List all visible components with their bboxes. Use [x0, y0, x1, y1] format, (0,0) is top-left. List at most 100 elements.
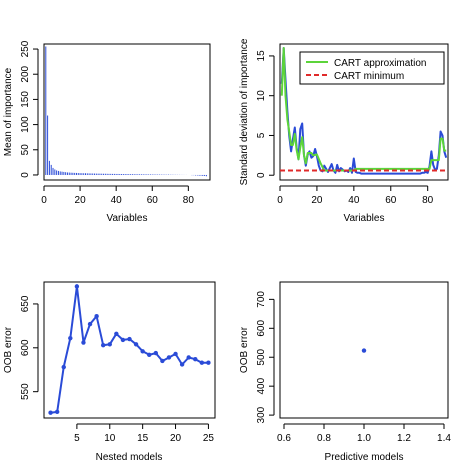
y-tick-label: 100 [20, 116, 31, 133]
x-tick-label: 0.6 [277, 433, 291, 444]
x-tick-label: 80 [422, 195, 434, 206]
panel-predictive-models: 0.6 0.8 1.0 1.2 1.4 300 400 500 600 700 Predicti… [239, 281, 451, 463]
y-axis-title: Standard deviation of importance [239, 38, 250, 185]
point [193, 357, 198, 362]
point [87, 321, 93, 327]
point [74, 284, 80, 289]
y-tick-label: 550 [20, 383, 31, 400]
point [61, 364, 66, 370]
point [120, 337, 126, 343]
legend: CART approximation CART minimum [299, 51, 445, 85]
y-axis: 550 600 650 [20, 295, 39, 400]
point [133, 342, 139, 347]
point [127, 336, 132, 342]
y-tick-label: 0 [20, 172, 31, 178]
y-tick-label: 600 [20, 339, 31, 356]
x-tick-label: 80 [183, 195, 195, 206]
y-tick-label: 300 [256, 406, 267, 423]
y-tick-label: 5 [256, 132, 267, 138]
plot-box [43, 43, 211, 181]
series-line [48, 284, 211, 415]
y-tick-label: 250 [20, 40, 31, 57]
point [199, 360, 205, 365]
series-line-0 [280, 47, 448, 175]
x-tick-label: 20 [170, 433, 182, 444]
y-axis-title: OOB error [239, 326, 250, 373]
x-axis-title: Predictive models [325, 452, 404, 463]
y-axis-title: OOB error [3, 326, 14, 373]
point [100, 342, 106, 348]
point [140, 349, 145, 354]
point [173, 351, 178, 357]
y-tick-label: 15 [256, 50, 267, 62]
panel-nested-models: 5 10 15 20 25 550 600 650 Nested models OOB er… [3, 281, 216, 463]
x-tick-label: 40 [111, 195, 123, 206]
x-tick-label: 5 [74, 433, 80, 444]
x-tick-label: 1.4 [437, 433, 451, 444]
panel-sd-importance: 0 20 40 60 80 0 5 10 15 CART approximation CART… [239, 38, 449, 224]
x-axis-title: Variables [344, 213, 385, 224]
point [107, 342, 112, 347]
point [160, 358, 165, 364]
point [48, 410, 53, 415]
point [179, 362, 185, 367]
x-tick-label: 1.2 [397, 433, 411, 444]
x-tick-label: 20 [75, 195, 87, 206]
x-axis-title: Variables [107, 213, 148, 224]
series-line-0 [50, 285, 209, 414]
point [153, 350, 159, 356]
point [186, 355, 191, 360]
y-tick-label: 600 [256, 320, 267, 337]
y-tick-label: 10 [256, 90, 267, 102]
series-lines [280, 47, 448, 175]
series-line-cart-approximation [280, 47, 447, 172]
point [166, 355, 172, 360]
x-axis: 5 10 15 20 25 [74, 423, 215, 444]
x-axis-title: Nested models [96, 452, 163, 463]
plot-box [43, 281, 216, 419]
point [68, 335, 73, 341]
x-axis: 0 20 40 60 80 [41, 185, 195, 206]
x-tick-label: 15 [137, 433, 149, 444]
y-tick-label: 200 [20, 65, 31, 82]
y-tick-label: 0 [256, 172, 267, 178]
legend-box [299, 51, 445, 85]
x-tick-label: 0.8 [317, 433, 331, 444]
x-tick-label: 10 [104, 433, 116, 444]
x-axis: 0.6 0.8 1.0 1.2 1.4 [277, 423, 451, 444]
y-tick-label: 700 [256, 291, 267, 308]
x-tick-label: 60 [147, 195, 159, 206]
y-tick-label: 400 [256, 377, 267, 394]
x-axis: 0 20 40 60 80 [277, 185, 434, 206]
point [114, 331, 119, 336]
x-tick-label: 0 [41, 195, 47, 206]
point [147, 352, 152, 358]
plot-box [279, 43, 449, 181]
y-tick-label: 650 [20, 295, 31, 312]
y-axis: 300 400 500 600 700 [256, 291, 275, 423]
plot-box [279, 281, 449, 419]
point [206, 360, 211, 365]
legend-label-cart-minimum: CART minimum [334, 71, 404, 82]
y-axis-title: Mean of importance [3, 67, 14, 156]
points [361, 348, 367, 353]
point [361, 348, 367, 353]
legend-label-cart-approximation: CART approximation [334, 58, 426, 69]
x-tick-label: 40 [348, 195, 360, 206]
y-tick-label: 150 [20, 91, 31, 108]
panel-mean-importance: 0 20 40 60 80 0 50 100 150 200 250 Variables Mean… [3, 40, 211, 224]
y-tick-label: 500 [256, 348, 267, 365]
bars [45, 46, 207, 177]
y-axis: 0 50 100 150 200 250 [20, 40, 39, 178]
y-tick-label: 50 [20, 144, 31, 156]
y-axis: 0 5 10 15 [256, 50, 275, 178]
x-tick-label: 0 [277, 195, 283, 206]
point [54, 409, 60, 415]
point [94, 314, 99, 319]
x-tick-label: 20 [311, 195, 323, 206]
x-tick-label: 25 [203, 433, 215, 444]
x-tick-label: 60 [385, 195, 397, 206]
point [81, 340, 86, 345]
x-tick-label: 1.0 [357, 433, 371, 444]
